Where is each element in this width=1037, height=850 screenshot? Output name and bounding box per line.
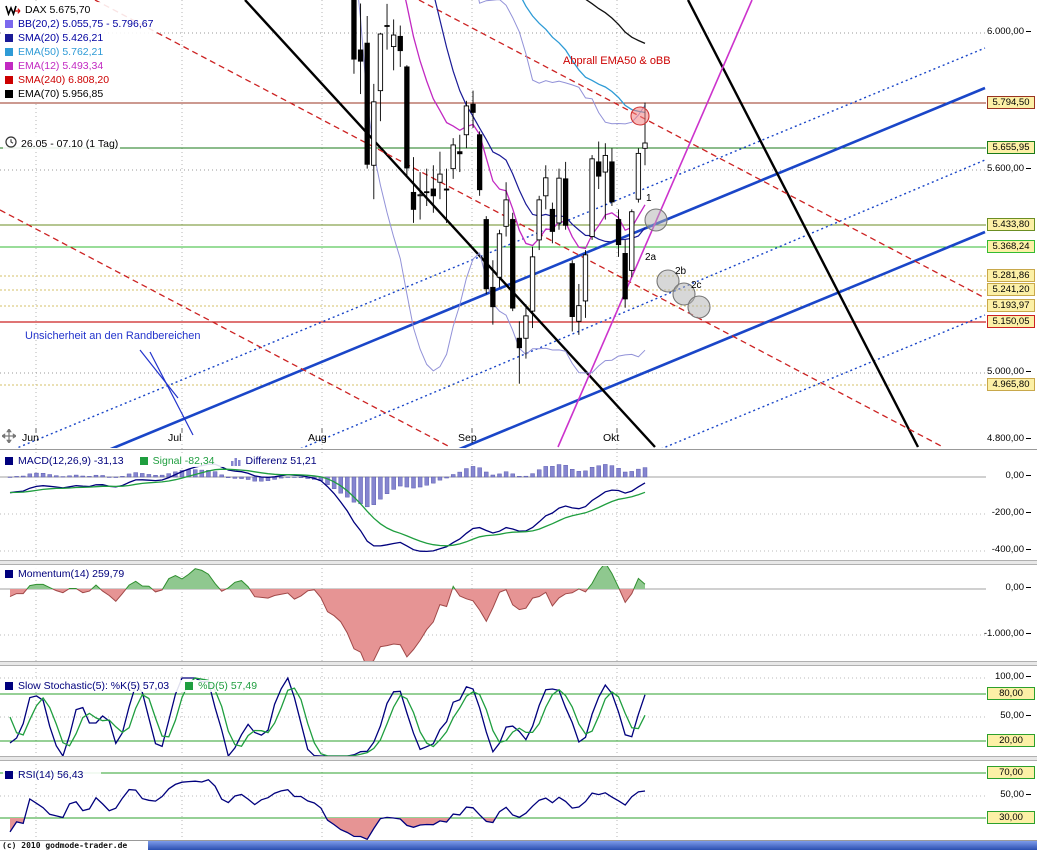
legend-item: BB(20,2) 5.055,75 - 5.796,67 <box>5 17 153 31</box>
marker-circle <box>656 269 680 293</box>
legend-swatch-icon <box>5 682 13 690</box>
legend-item: %D(5) 57,49 <box>185 680 257 692</box>
marker-circle <box>644 208 668 232</box>
legend-label: MACD(12,26,9) -31,13 <box>18 455 124 467</box>
legend-label: BB(20,2) 5.055,75 - 5.796,67 <box>18 18 154 30</box>
clock-icon <box>5 136 21 151</box>
macd-legend: MACD(12,26,9) -31,13 Signal -82,34 Differe… <box>3 455 335 467</box>
candles-layer <box>351 0 648 384</box>
legend-swatch-icon <box>185 682 194 690</box>
legend-item: SMA(240) 6.808,20 <box>5 73 153 87</box>
marker-circle <box>687 295 711 319</box>
legend-item: MACD(12,26,9) -31,13 <box>5 455 124 467</box>
legend-item: Momentum(14) 259,79 <box>5 568 124 580</box>
pan-icon[interactable] <box>0 427 18 445</box>
date-range-label: 26.05 - 07.10 (1 Tag) <box>21 137 119 150</box>
symbol-title: DAX 5.675,70 <box>25 4 91 16</box>
legend-label: Differenz 51,21 <box>245 455 317 467</box>
legend-label: %D(5) 57,49 <box>198 680 258 692</box>
legend-item: EMA(12) 5.493,34 <box>5 59 153 73</box>
logo-icon <box>5 5 21 16</box>
legend-label: Slow Stochastic(5): %K(5) 57,03 <box>18 680 170 692</box>
bottom-separator <box>0 840 1037 841</box>
month-label: Jul <box>168 432 182 444</box>
legend-label: EMA(70) 5.956,85 <box>18 88 104 100</box>
month-label: Okt <box>603 432 620 444</box>
marker-circle <box>630 106 650 126</box>
legend-item: Signal -82,34 <box>139 455 215 467</box>
legend-swatch-icon <box>5 48 13 56</box>
macd-histogram <box>7 464 648 508</box>
legend-label: EMA(12) 5.493,34 <box>18 60 104 72</box>
panel-splitter-stoch[interactable] <box>0 756 1037 761</box>
legend-label: EMA(50) 5.762,21 <box>18 46 104 58</box>
momentum-legend: Momentum(14) 259,79 <box>3 568 143 580</box>
legend-item: SMA(20) 5.426,21 <box>5 31 153 45</box>
time-axis: Jun Jul Aug Sep Okt <box>0 432 986 448</box>
panel-splitter-momentum[interactable] <box>0 661 1037 666</box>
legend-item: Slow Stochastic(5): %K(5) 57,03 <box>5 680 169 692</box>
legend-swatch-icon <box>5 34 13 42</box>
legend-label: Signal -82,34 <box>152 455 215 467</box>
legend-swatch-icon <box>139 457 148 465</box>
legend-label: SMA(20) 5.426,21 <box>18 32 104 44</box>
panel-separator <box>0 449 1037 450</box>
date-range: 26.05 - 07.10 (1 Tag) <box>3 136 121 151</box>
main-legend: DAX 5.675,70 BB(20,2) 5.055,75 - 5.796,6… <box>2 2 157 102</box>
legend-item: RSI(14) 56,43 <box>5 769 83 781</box>
month-label: Sep <box>458 432 477 444</box>
legend-item: EMA(50) 5.762,21 <box>5 45 153 59</box>
panel-splitter-macd[interactable] <box>0 560 1037 565</box>
copyright-label: (c) 2010 godmode-trader.de <box>2 841 128 850</box>
legend-swatch-icon <box>5 62 13 70</box>
annotation-unsicherheit: Unsicherheit an den Randbereichen <box>25 330 201 342</box>
legend-swatch-icon <box>5 20 13 28</box>
legend-swatch-icon <box>5 771 13 779</box>
indicator-legend-list: BB(20,2) 5.055,75 - 5.796,67 SMA(20) 5.42… <box>5 17 153 101</box>
legend-label: RSI(14) 56,43 <box>18 769 84 781</box>
legend-swatch-icon <box>230 457 241 466</box>
legend-item: Differenz 51,21 <box>230 455 317 467</box>
legend-label: Momentum(14) 259,79 <box>18 568 125 580</box>
annotation-abprall: Abprall EMA50 & oBB <box>563 55 671 67</box>
month-label: Aug <box>308 432 327 444</box>
legend-item: EMA(70) 5.956,85 <box>5 87 153 101</box>
legend-swatch-icon <box>5 457 13 465</box>
legend-swatch-icon <box>5 76 13 84</box>
marker-circle <box>672 282 696 306</box>
month-label: Jun <box>22 432 39 444</box>
legend-swatch-icon <box>5 90 13 98</box>
legend-swatch-icon <box>5 570 13 578</box>
rsi-legend: RSI(14) 56,43 <box>3 769 102 781</box>
branding-bar <box>148 841 1037 850</box>
stoch-legend: Slow Stochastic(5): %K(5) 57,03 %D(5) 57,… <box>3 680 276 692</box>
legend-label: SMA(240) 6.808,20 <box>18 74 110 86</box>
